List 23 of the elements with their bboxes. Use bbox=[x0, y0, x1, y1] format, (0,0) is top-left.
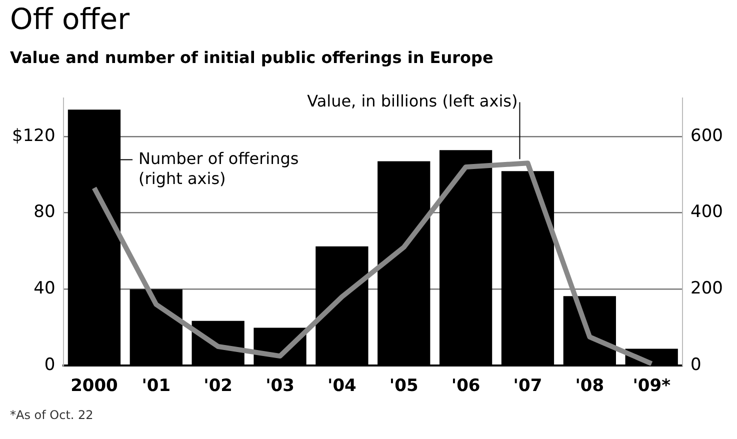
x-tick-label: '03 bbox=[266, 376, 294, 396]
y2-tick-label: 200 bbox=[690, 278, 724, 299]
y2-tick-label: 400 bbox=[690, 202, 724, 222]
y-tick-label: 0 bbox=[44, 355, 56, 376]
chart-subtitle: Value and number of initial public offerings in Europe bbox=[10, 48, 494, 67]
x-tick-label: '08 bbox=[575, 376, 604, 396]
x-tick-label: '06 bbox=[451, 376, 480, 396]
y-tick-label: 80 bbox=[34, 202, 56, 222]
annotation: Number of offerings (right axis) bbox=[138, 148, 299, 188]
y2-tick-label: 600 bbox=[690, 126, 724, 146]
x-tick-label: '04 bbox=[328, 376, 357, 396]
chart-title: Off offer bbox=[10, 2, 130, 36]
x-tick-label: '09* bbox=[632, 376, 671, 396]
x-tick-label: '02 bbox=[204, 376, 233, 396]
annotation: Value, in billions (left axis) bbox=[307, 91, 518, 110]
y-tick-label: $120 bbox=[12, 126, 56, 146]
x-tick-label: '05 bbox=[389, 376, 418, 396]
x-tick-label: 2000 bbox=[70, 376, 118, 396]
x-tick-label: '01 bbox=[142, 376, 171, 396]
y2-tick-label: 0 bbox=[690, 355, 702, 376]
y-tick-label: 40 bbox=[34, 278, 56, 299]
text: *As of Oct. 22 bbox=[10, 408, 94, 422]
x-tick-label: '07 bbox=[513, 376, 542, 396]
